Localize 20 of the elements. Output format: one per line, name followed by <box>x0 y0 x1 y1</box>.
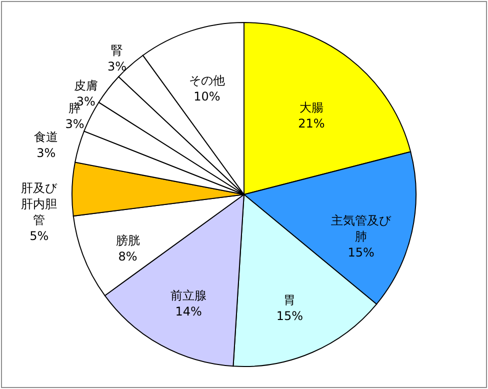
data-label: 14% <box>175 304 202 318</box>
data-label: 3% <box>65 117 84 132</box>
slice-label: その他 <box>188 73 225 88</box>
data-label: 15% <box>276 309 304 324</box>
data-label: 8% <box>118 250 138 264</box>
slice-label: 食道 <box>34 130 58 144</box>
slice-label: 肝及び肝内胆管 <box>21 181 58 228</box>
data-label: 21% <box>298 116 325 131</box>
data-label: 10% <box>194 89 220 104</box>
slice-label: 膀胱 <box>116 234 140 248</box>
data-label: 3% <box>108 59 127 74</box>
data-label: 5% <box>30 229 49 244</box>
slice-label: 大腸 <box>299 100 324 115</box>
slice-label: 腎 <box>111 43 124 58</box>
data-label: 3% <box>36 146 56 160</box>
data-label: 15% <box>348 246 374 260</box>
slice-label: 胃 <box>284 293 296 308</box>
slice-label: 主気管及び肺 <box>331 214 392 244</box>
slice-label: 皮膚 <box>74 78 98 93</box>
slice-label: 前立腺 <box>170 288 207 302</box>
